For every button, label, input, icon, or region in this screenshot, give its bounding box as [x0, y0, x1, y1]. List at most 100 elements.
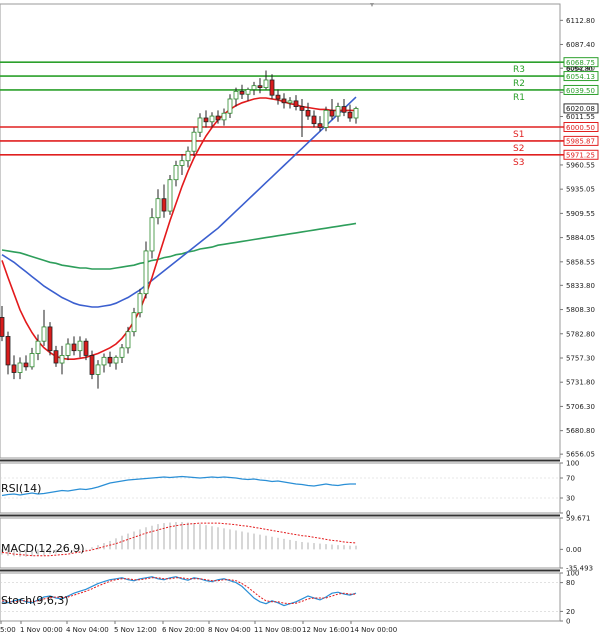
price-tick-label: 5935.05 — [566, 186, 595, 194]
level-tag-box — [563, 57, 599, 68]
candle-body — [119, 347, 125, 358]
rsi-tick-label: 70 — [566, 475, 575, 483]
candle-body — [35, 340, 41, 354]
x-tick-label: 5:00 — [0, 626, 16, 634]
candle-body — [197, 117, 203, 133]
candle-body — [77, 340, 83, 352]
candle-body — [95, 364, 101, 375]
candle-body — [203, 117, 209, 123]
candle-body — [233, 90, 239, 100]
level-tag-r3: 6068.75 — [566, 59, 595, 67]
panel-frame-rsi — [0, 462, 561, 514]
level-tag-r2: 6054.13 — [566, 73, 595, 81]
candle-body — [113, 356, 119, 364]
candle-body — [275, 94, 281, 100]
x-tick-label: 12 Nov 16:00 — [302, 626, 349, 634]
candle-body — [251, 85, 257, 90]
rsi-tick-label: 30 — [566, 495, 575, 503]
candle-body — [53, 350, 59, 364]
price-tick-label: 5833.80 — [566, 282, 595, 290]
candle-body — [185, 150, 191, 162]
macd-tick-label: 59.671 — [566, 515, 591, 523]
price-tick-label: 5909.55 — [566, 210, 595, 218]
x-tick-label: 1 Nov 00:00 — [20, 626, 63, 634]
candle-body — [281, 98, 287, 104]
candle-body — [245, 89, 251, 95]
candle-body — [65, 343, 71, 356]
x-tick-label: 11 Nov 08:00 — [254, 626, 301, 634]
price-tick-label: 6062.40 — [566, 65, 595, 73]
price-tick-label: 5782.80 — [566, 330, 595, 338]
level-tag-box — [563, 135, 599, 146]
candle-body — [23, 362, 29, 368]
x-tick-label: 5 Nov 12:00 — [114, 626, 157, 634]
candle-body — [131, 312, 137, 333]
candle-body — [179, 160, 185, 166]
level-tag-s2: 5985.87 — [566, 138, 595, 146]
candle-body — [239, 90, 245, 95]
candle-body — [5, 336, 11, 366]
level-tag-box — [563, 84, 599, 95]
stoch-d-line — [1, 577, 356, 605]
candle-body — [191, 131, 197, 152]
ma-mid-line — [1, 96, 357, 308]
candle-body — [143, 250, 149, 295]
candle-body — [257, 85, 263, 88]
candle-body — [47, 326, 53, 352]
price-tick-label: 5706.30 — [566, 403, 595, 411]
rsi-tick-label: 0 — [566, 510, 570, 518]
panel-frame-price — [0, 3, 561, 459]
level-name-s3: S3 — [513, 158, 524, 168]
stoch-label: Stoch(9,6,3) — [1, 594, 69, 607]
candle-body — [155, 198, 161, 219]
candle-body — [305, 109, 311, 117]
stoch-tick-label: 0 — [566, 618, 570, 626]
level-name-r1: R1 — [513, 93, 525, 103]
candle-body — [311, 115, 317, 125]
level-tag-box — [563, 121, 599, 132]
stoch-tick-label: 20 — [566, 608, 575, 616]
rsi-line — [1, 475, 356, 497]
candle-body — [209, 115, 215, 123]
price-tick-label: 6112.80 — [566, 17, 595, 25]
price-tick-label: 5884.05 — [566, 234, 595, 242]
candle-body — [287, 100, 293, 104]
candle-body — [167, 179, 173, 212]
rsi-tick-label: 100 — [566, 460, 579, 468]
candle-body — [41, 326, 47, 342]
candle-body — [0, 317, 5, 337]
x-tick-label: 8 Nov 04:00 — [208, 626, 251, 634]
level-tag-box — [563, 71, 599, 82]
ma-slow-line — [1, 222, 357, 270]
macd-tick-label: 0.00 — [566, 546, 582, 554]
level-name-s1: S1 — [513, 130, 524, 140]
candle-body — [137, 293, 143, 314]
top-marker-icon — [370, 3, 374, 7]
candle-body — [11, 364, 17, 373]
candle-body — [329, 109, 335, 117]
candle-body — [149, 217, 155, 252]
price-tick-label: 6011.55 — [566, 113, 595, 121]
candle-body — [263, 79, 269, 88]
price-tick-label: 5656.05 — [566, 451, 595, 459]
level-tag-s1: 6000.50 — [566, 124, 595, 132]
candle-body — [299, 106, 305, 111]
candle-body — [89, 355, 95, 375]
stoch-k-line — [1, 576, 357, 607]
stoch-tick-label: 100 — [566, 570, 579, 578]
level-name-r3: R3 — [513, 65, 525, 75]
candle-body — [125, 331, 131, 349]
price-tick-label: 5680.80 — [566, 427, 595, 435]
level-name-r2: R2 — [513, 79, 525, 89]
extra-price-label: 6054.80 — [566, 65, 593, 73]
current-price-label: 6020.08 — [566, 105, 595, 113]
candle-body — [353, 108, 359, 119]
macd-label: MACD(12,26,9) — [1, 542, 85, 555]
candle-body — [335, 106, 341, 117]
candle-body — [347, 111, 353, 119]
candle-body — [323, 109, 329, 128]
price-tick-label: 5858.55 — [566, 258, 595, 266]
price-tick-label: 6087.40 — [566, 41, 595, 49]
